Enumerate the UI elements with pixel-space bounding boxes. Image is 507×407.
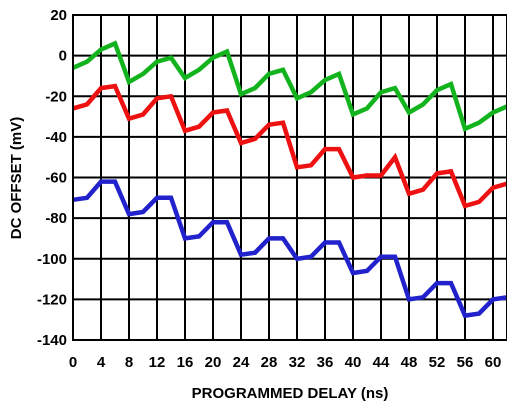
- x-tick-label: 12: [149, 354, 166, 371]
- y-tick-label: -40: [45, 129, 67, 146]
- x-tick-label: 28: [261, 354, 278, 371]
- series-line-3: [72, 179, 507, 319]
- x-tick-label: 24: [233, 354, 250, 371]
- y-tick-label: -80: [45, 210, 67, 227]
- y-tick-label: -60: [45, 170, 67, 187]
- x-tick-label: 8: [125, 354, 133, 371]
- y-tick-label: -140: [37, 332, 67, 349]
- x-tick-label: 16: [177, 354, 194, 371]
- x-tick-label: 56: [457, 354, 474, 371]
- y-tick-label: -20: [45, 88, 67, 105]
- series-line-2: [72, 83, 507, 209]
- y-tick-label: -120: [37, 291, 67, 308]
- series-layer: [72, 40, 507, 319]
- y-tick-label: -100: [37, 251, 67, 268]
- x-tick-label: 0: [69, 354, 77, 371]
- y-tick-label: 20: [50, 7, 67, 24]
- x-tick-label: 32: [289, 354, 306, 371]
- x-tick-label: 52: [429, 354, 446, 371]
- y-tick-label: 0: [59, 48, 67, 65]
- y-axis-label: DC OFFSET (mV): [8, 117, 25, 240]
- x-axis-label: PROGRAMMED DELAY (ns): [192, 385, 389, 402]
- x-tick-label: 36: [317, 354, 334, 371]
- x-tick-label: 60: [485, 354, 502, 371]
- x-tick-label: 48: [401, 354, 418, 371]
- grid-layer: [72, 14, 507, 341]
- tick-labels: 0 4 8 12 16 20 24 28 32 36 40 44 48 52 56 60200-20-40-6…: [37, 7, 501, 371]
- x-tick-label: 20: [205, 354, 222, 371]
- x-tick-label: 44: [373, 354, 390, 371]
- x-tick-label: 4: [97, 354, 106, 371]
- plot-frame: [72, 14, 507, 341]
- series-line-1: [72, 40, 507, 132]
- x-tick-label: 40: [345, 354, 362, 371]
